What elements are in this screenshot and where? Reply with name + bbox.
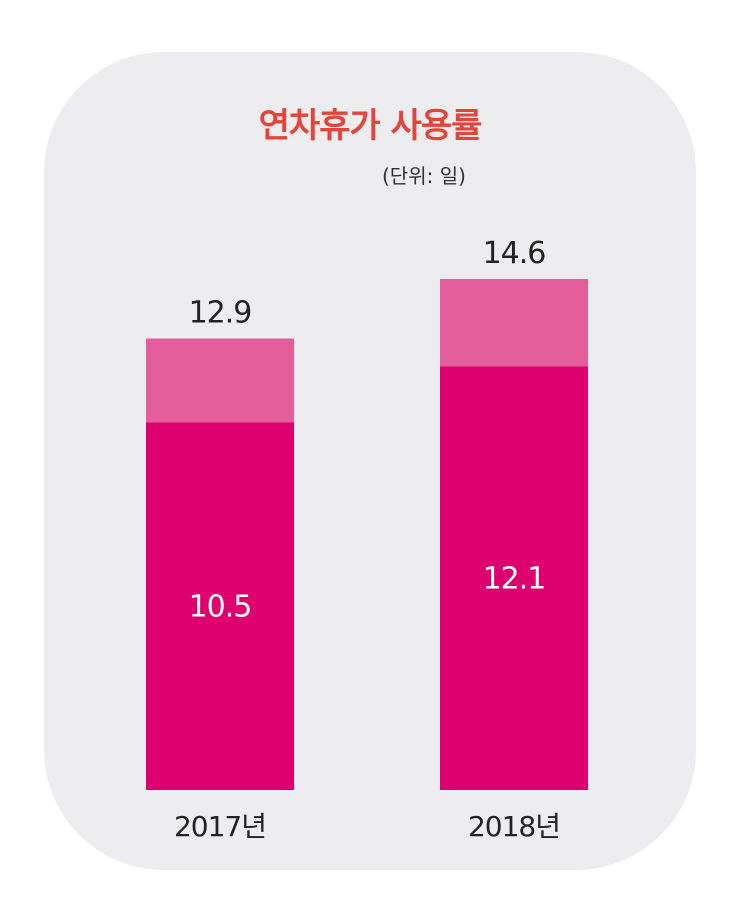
unit-label: (단위: 일) xyxy=(382,164,466,188)
bar-total-label: 12.9 xyxy=(189,296,252,331)
chart-title: 연차휴가 사용률 xyxy=(258,106,483,146)
category-label: 2017년 xyxy=(174,810,266,843)
bar-segment-used-2 xyxy=(440,366,588,790)
bar-value-label: 10.5 xyxy=(189,589,252,624)
bar-total-label: 14.6 xyxy=(483,236,546,271)
bar-segment-remaining-2 xyxy=(440,279,588,367)
bar-value-label: 12.1 xyxy=(483,561,546,596)
bar-segment-used-1 xyxy=(146,422,294,790)
category-label: 2018년 xyxy=(468,810,560,843)
bar-segment-remaining-1 xyxy=(146,338,294,423)
